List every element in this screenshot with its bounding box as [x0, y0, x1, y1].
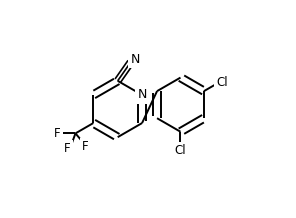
Text: Cl: Cl: [175, 144, 186, 157]
Text: F: F: [54, 127, 61, 140]
Text: N: N: [137, 89, 147, 101]
Text: Cl: Cl: [216, 76, 228, 89]
Text: F: F: [82, 140, 88, 153]
Text: F: F: [64, 142, 71, 155]
Text: N: N: [130, 53, 140, 66]
